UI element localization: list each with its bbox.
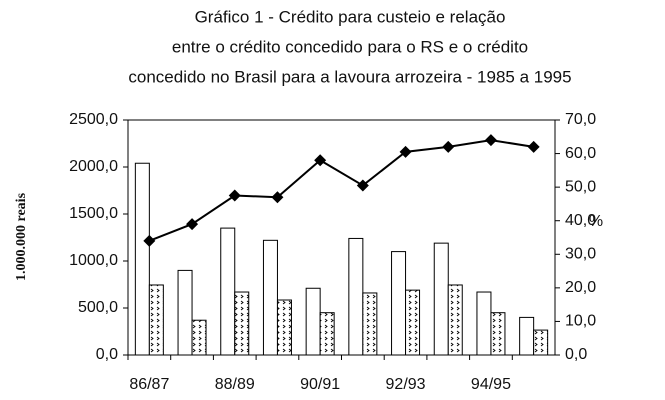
y-axis-label: 1.000.000 reais [14,192,29,281]
bar [476,291,492,356]
marker [314,154,327,167]
marker [271,191,284,204]
y2-tick-label: 70,0 [565,111,596,128]
bar [276,299,292,356]
chart-title: Gráfico 1 - Crédito para custeio e relaç… [195,7,506,26]
bar [447,284,463,356]
y-tick-label: 0,0 [96,346,118,363]
y2-axis-label: % [589,213,603,230]
bar [519,316,535,356]
y2-tick-label: 30,0 [565,246,596,263]
bar [148,284,164,356]
bar [191,319,207,356]
bar [391,251,407,356]
y-tick-label: 1000,0 [69,252,118,269]
x-tick-label: 86/87 [129,376,169,393]
line [148,139,534,242]
bar [490,312,506,356]
marker [442,140,455,153]
bar [134,162,150,356]
marker [143,234,156,247]
y2-tick-label: 0,0 [565,346,587,363]
marker [186,218,199,231]
y2-tick-label: 40,0 [565,212,596,229]
marker [228,189,241,202]
bar [262,239,278,356]
y-tick-label: 2500,0 [69,111,118,128]
chart-title: entre o crédito concedido para o RS e o … [172,37,528,56]
y2-tick-label: 50,0 [565,178,596,195]
y2-tick-label: 60,0 [565,145,596,162]
bar [234,291,250,356]
y-tick-label: 500,0 [78,299,118,316]
bar [177,269,193,356]
x-tick-label: 94/95 [471,376,511,393]
x-tick-label: 88/89 [215,376,255,393]
bar [305,287,321,356]
y2-tick-label: 10,0 [565,313,596,330]
bar [220,227,236,356]
bar [533,329,549,356]
chart-title: concedido no Brasil para a lavoura arroz… [128,67,571,86]
marker [484,134,497,147]
bar [319,312,335,356]
y-tick-label: 1500,0 [69,205,118,222]
y2-tick-label: 20,0 [565,279,596,296]
bar [348,237,364,356]
y-tick-label: 2000,0 [69,158,118,175]
bar [433,242,449,356]
bar [362,292,378,356]
marker [527,140,540,153]
marker [399,145,412,158]
bar [405,289,421,356]
x-tick-label: 92/93 [386,376,426,393]
x-tick-label: 90/91 [300,376,340,393]
marker [356,179,369,192]
